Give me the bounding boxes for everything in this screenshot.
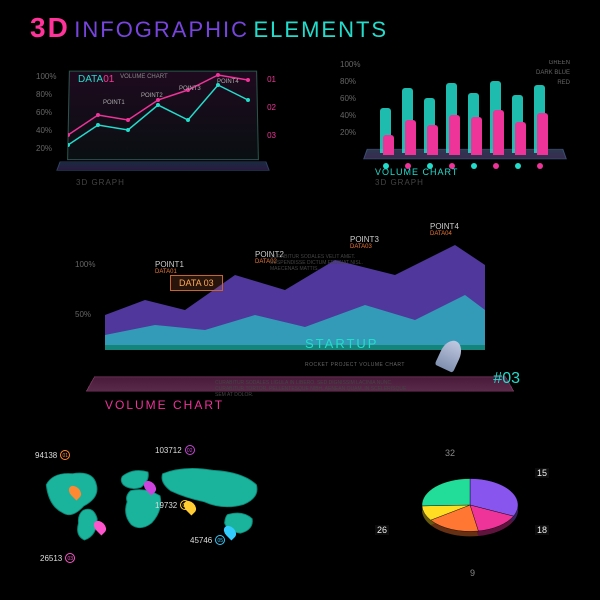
chart3-title: VOLUME CHART [105,398,224,412]
chart3-badge: DATA 03 [170,275,223,291]
chart2-caption: 3D GRAPH [375,178,424,187]
chart1-base [56,161,269,170]
line-chart-01: 100%80%60%40%20% DATA01 VOLUME CHART POI… [28,60,268,190]
world-map: 941380110371202197320445746052651303 [25,445,285,585]
chart3-number: #03 [493,370,520,388]
chart1-caption: 3D GRAPH [76,178,125,187]
chart3-startup: STARTUP ROCKET PROJECT VOLUME CHART [305,335,405,371]
title-word2: ELEMENTS [254,17,389,42]
chart2-title: VOLUME CHART [375,167,458,177]
chart1-data-label: DATA01 VOLUME CHART [78,74,168,85]
bar-chart-02: 100%80%60%40%20% GREENDARK BLUERED VOLUM… [340,55,570,185]
chart3-side-lorem: CURABITUR SODALES VELIT AMET. SUSPENDISS… [270,254,390,272]
chart2-legend: GREENDARK BLUERED [536,60,570,90]
chart3-lorem: CURABITUR SODALES LIGULA IN LIBERO. SED … [215,380,415,398]
map-svg [35,455,275,565]
title-prefix: 3D [30,12,70,43]
pie-svg [400,450,540,580]
pie-chart: 321518926 [370,450,570,590]
area-chart-03: 100%50% POINT1DATA01POINT2DATA02POINT3DA… [60,220,540,410]
page-title: 3D INFOGRAPHIC ELEMENTS [30,12,388,44]
title-word1: INFOGRAPHIC [74,17,249,42]
